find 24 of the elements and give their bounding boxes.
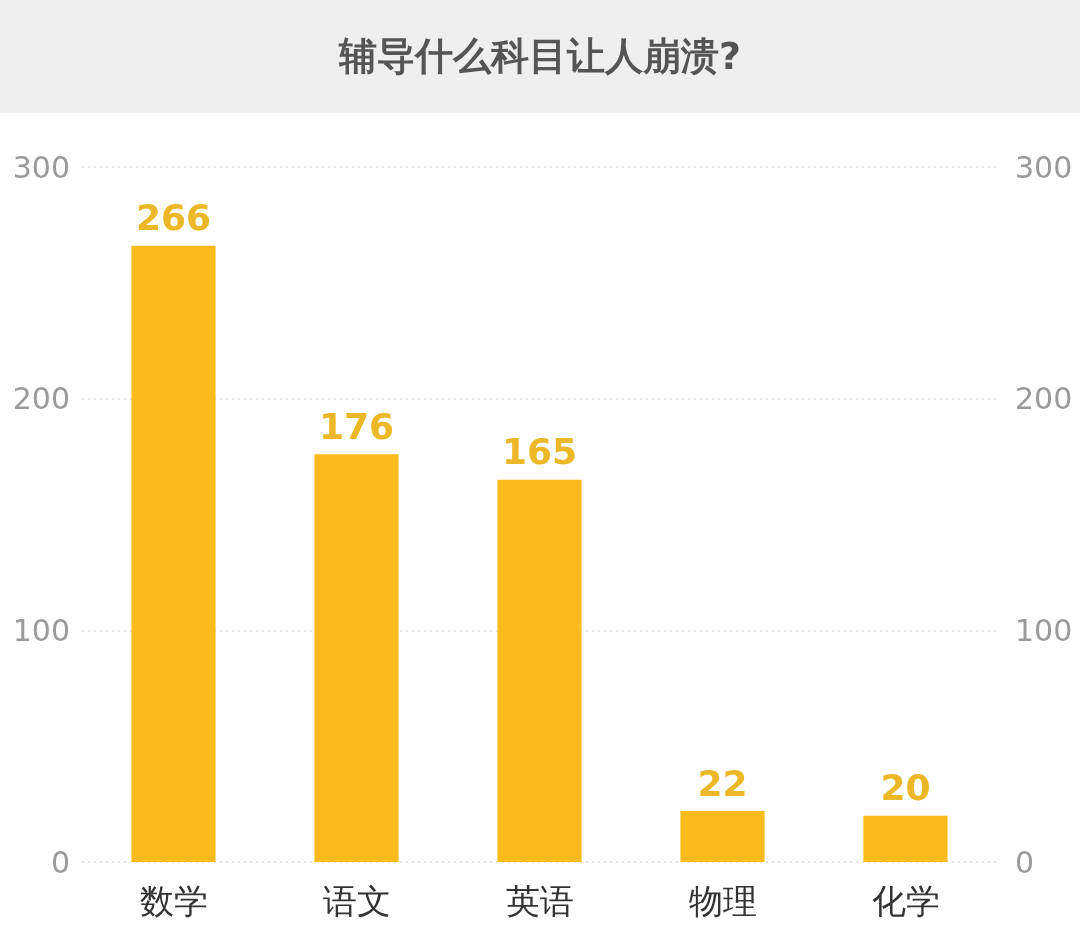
y2-tick-label: 100 [1015,612,1073,648]
y-tick-label: 100 [12,612,70,648]
y-tick-label: 300 [12,149,70,185]
data-label: 165 [501,431,578,473]
bar [131,245,216,862]
x-tick-label: 物理 [688,881,757,921]
y2-tick-label: 200 [1015,381,1073,417]
bar [863,815,948,862]
bar [680,811,765,862]
y-tick-label: 200 [12,381,70,417]
data-label: 266 [135,197,212,239]
y2-tick-label: 0 [1015,844,1035,880]
bar [497,479,582,862]
x-tick-label: 数学 [139,881,208,921]
data-label: 176 [318,405,395,447]
x-tick-label: 英语 [505,881,574,921]
x-tick-label: 语文 [322,881,391,921]
bar [314,454,399,862]
data-label: 20 [880,767,931,809]
y2-tick-label: 300 [1015,149,1073,185]
chart-title: 辅导什么科目让人崩溃? [338,33,742,80]
data-label: 22 [697,762,748,804]
x-tick-label: 化学 [871,881,940,921]
y-tick-label: 0 [50,844,70,880]
